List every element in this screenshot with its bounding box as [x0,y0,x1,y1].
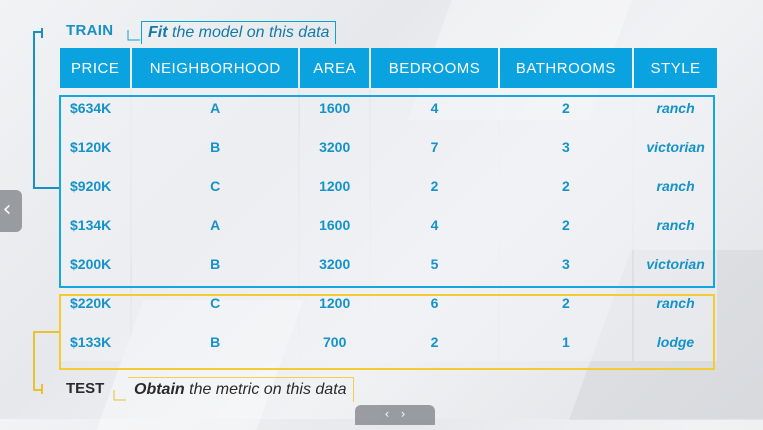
train-note-text: the model on this data [167,24,330,41]
train-bracket [33,28,60,189]
cell-area: 1600 [300,88,370,127]
table-row: $200K B 3200 5 3 victorian [60,244,717,283]
cell-neighborhood: B [132,244,299,283]
cell-area: 1200 [300,283,370,322]
test-note-connector [113,390,126,401]
cell-price: $920K [60,166,131,205]
data-table: PRICE NEIGHBORHOOD AREA BEDROOMS BATHROO… [58,48,719,361]
cell-style: victorian [634,127,717,166]
cell-price: $220K [60,283,131,322]
cell-bedrooms: 5 [371,244,498,283]
table-row: $920K C 1200 2 2 ranch [60,166,717,205]
cell-style: ranch [634,166,717,205]
chevron-left-icon[interactable]: ‹ [0,190,22,232]
column-header-bedrooms: BEDROOMS [371,48,498,88]
cell-style: ranch [634,205,717,244]
cell-neighborhood: B [132,322,299,361]
test-note: Obtain the metric on this data [128,377,354,402]
train-note: Fit the model on this data [141,21,337,44]
test-note-verb: Obtain [134,381,185,398]
column-header-neighborhood: NEIGHBORHOOD [132,48,299,88]
cell-neighborhood: A [132,88,299,127]
cell-bedrooms: 6 [371,283,498,322]
cell-area: 1600 [300,205,370,244]
cell-bathrooms: 3 [499,127,633,166]
test-label: TEST [66,380,105,397]
cell-bathrooms: 1 [499,322,633,361]
cell-area: 3200 [300,127,370,166]
cell-bathrooms: 2 [499,166,633,205]
train-label: TRAIN [66,22,114,39]
cell-neighborhood: B [132,127,299,166]
train-note-verb: Fit [148,24,168,41]
cell-price: $200K [60,244,131,283]
cell-area: 700 [300,322,370,361]
cell-bathrooms: 3 [499,244,633,283]
cell-neighborhood: C [132,166,299,205]
cell-price: $134K [60,205,131,244]
cell-style: victorian [634,244,717,283]
table-row: $220K C 1200 6 2 ranch [60,283,717,322]
test-bracket [33,331,60,394]
column-header-area: AREA [300,48,370,88]
cell-area: 3200 [300,244,370,283]
cell-price: $133K [60,322,131,361]
cell-bathrooms: 2 [499,283,633,322]
table-row: $634K A 1600 4 2 ranch [60,88,717,127]
column-header-bathrooms: BATHROOMS [499,48,633,88]
table-row: $133K B 700 2 1 lodge [60,322,717,361]
table-header-row: PRICE NEIGHBORHOOD AREA BEDROOMS BATHROO… [60,48,717,88]
cell-bedrooms: 7 [371,127,498,166]
column-header-price: PRICE [60,48,131,88]
cell-bedrooms: 2 [371,322,498,361]
cell-style: ranch [634,88,717,127]
cell-price: $120K [60,127,131,166]
test-note-text: the metric on this data [184,381,347,398]
cell-neighborhood: C [132,283,299,322]
cell-neighborhood: A [132,205,299,244]
player-controls-icon[interactable]: ‹ › [355,405,435,425]
cell-bathrooms: 2 [499,88,633,127]
cell-area: 1200 [300,166,370,205]
table-row: $134K A 1600 4 2 ranch [60,205,717,244]
cell-bedrooms: 4 [371,205,498,244]
cell-bedrooms: 2 [371,166,498,205]
cell-bedrooms: 4 [371,88,498,127]
cell-bathrooms: 2 [499,205,633,244]
train-note-connector [127,30,140,41]
column-header-style: STYLE [634,48,717,88]
cell-style: ranch [634,283,717,322]
cell-style: lodge [634,322,717,361]
table-row: $120K B 3200 7 3 victorian [60,127,717,166]
cell-price: $634K [60,88,131,127]
